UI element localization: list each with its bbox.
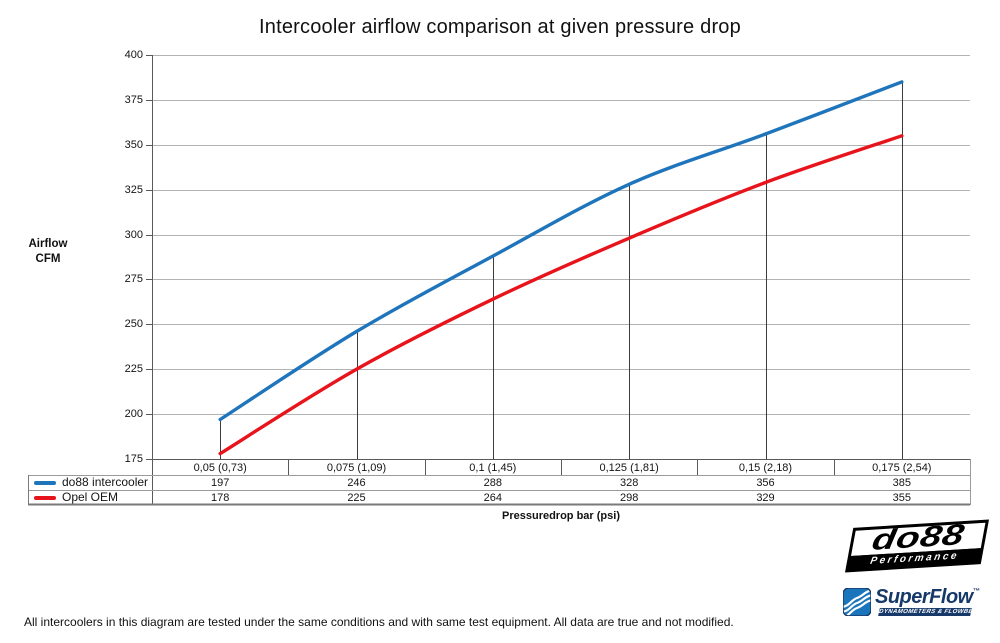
series-line-opel-oem xyxy=(218,134,904,456)
category-label: 0,175 (2,54) xyxy=(872,462,932,474)
y-tick-label: 375 xyxy=(124,94,143,106)
table-value: 385 xyxy=(892,477,911,489)
y-tick-label: 275 xyxy=(124,273,143,285)
category-label: 0,125 (1,81) xyxy=(599,462,659,474)
footer-disclaimer: All intercoolers in this diagram are tes… xyxy=(24,615,734,629)
table-value: 264 xyxy=(483,492,502,504)
superflow-logo: SuperFlow™ DYNAMOMETERS & FLOWBENCHES xyxy=(843,586,997,619)
table-value: 328 xyxy=(619,477,639,489)
legend-row: Opel OEM xyxy=(30,491,150,504)
table-value: 178 xyxy=(210,492,230,504)
table-value: 356 xyxy=(756,477,775,489)
legend-row: do88 intercooler xyxy=(30,476,150,489)
superflow-trademark: ™ xyxy=(972,588,980,595)
table-value: 329 xyxy=(756,492,775,504)
y-axis-title-line1: Airflow xyxy=(28,238,68,250)
legend-line-swatch xyxy=(34,480,56,485)
table-value: 225 xyxy=(347,492,366,504)
table-value: 298 xyxy=(619,492,639,504)
superflow-wordmark-text: SuperFlow xyxy=(875,586,973,608)
table-value: 288 xyxy=(483,477,502,489)
do88-wordmark: do88 xyxy=(869,522,968,557)
category-label: 0,1 (1,45) xyxy=(469,462,517,474)
y-tick-label: 325 xyxy=(124,184,143,196)
chart-title: Intercooler airflow comparison at given … xyxy=(259,16,741,38)
category-label: 0,15 (2,18) xyxy=(738,462,793,474)
y-tick-label: 175 xyxy=(124,453,143,465)
do88-logo: do88 Performance xyxy=(844,519,990,573)
y-tick-label: 300 xyxy=(124,229,143,241)
table-value: 355 xyxy=(892,492,911,504)
y-axis-title: Airflow CFM xyxy=(14,237,82,267)
legend-label: do88 intercooler xyxy=(62,475,149,489)
table-value: 246 xyxy=(347,477,366,489)
y-tick-label: 350 xyxy=(124,139,143,151)
legend-label: Opel OEM xyxy=(62,490,119,504)
superflow-wordmark: SuperFlow™ xyxy=(875,586,980,608)
category-label: 0,075 (1,09) xyxy=(326,462,387,474)
series-line-do88-intercooler xyxy=(218,80,904,422)
table-value: 197 xyxy=(210,477,230,489)
superflow-tagline: DYNAMOMETERS & FLOWBENCHES xyxy=(878,608,997,616)
y-tick-label: 250 xyxy=(124,318,143,330)
y-tick-label: 225 xyxy=(124,363,143,375)
y-tick-label: 400 xyxy=(124,49,143,61)
y-tick-label: 200 xyxy=(124,408,143,420)
y-axis-title-line2: CFM xyxy=(35,253,61,265)
legend-line-swatch xyxy=(34,495,56,500)
category-label: 0,05 (0,73) xyxy=(193,462,247,474)
superflow-icon xyxy=(843,588,871,616)
x-axis-title: Pressuredrop bar (psi) xyxy=(502,510,620,522)
